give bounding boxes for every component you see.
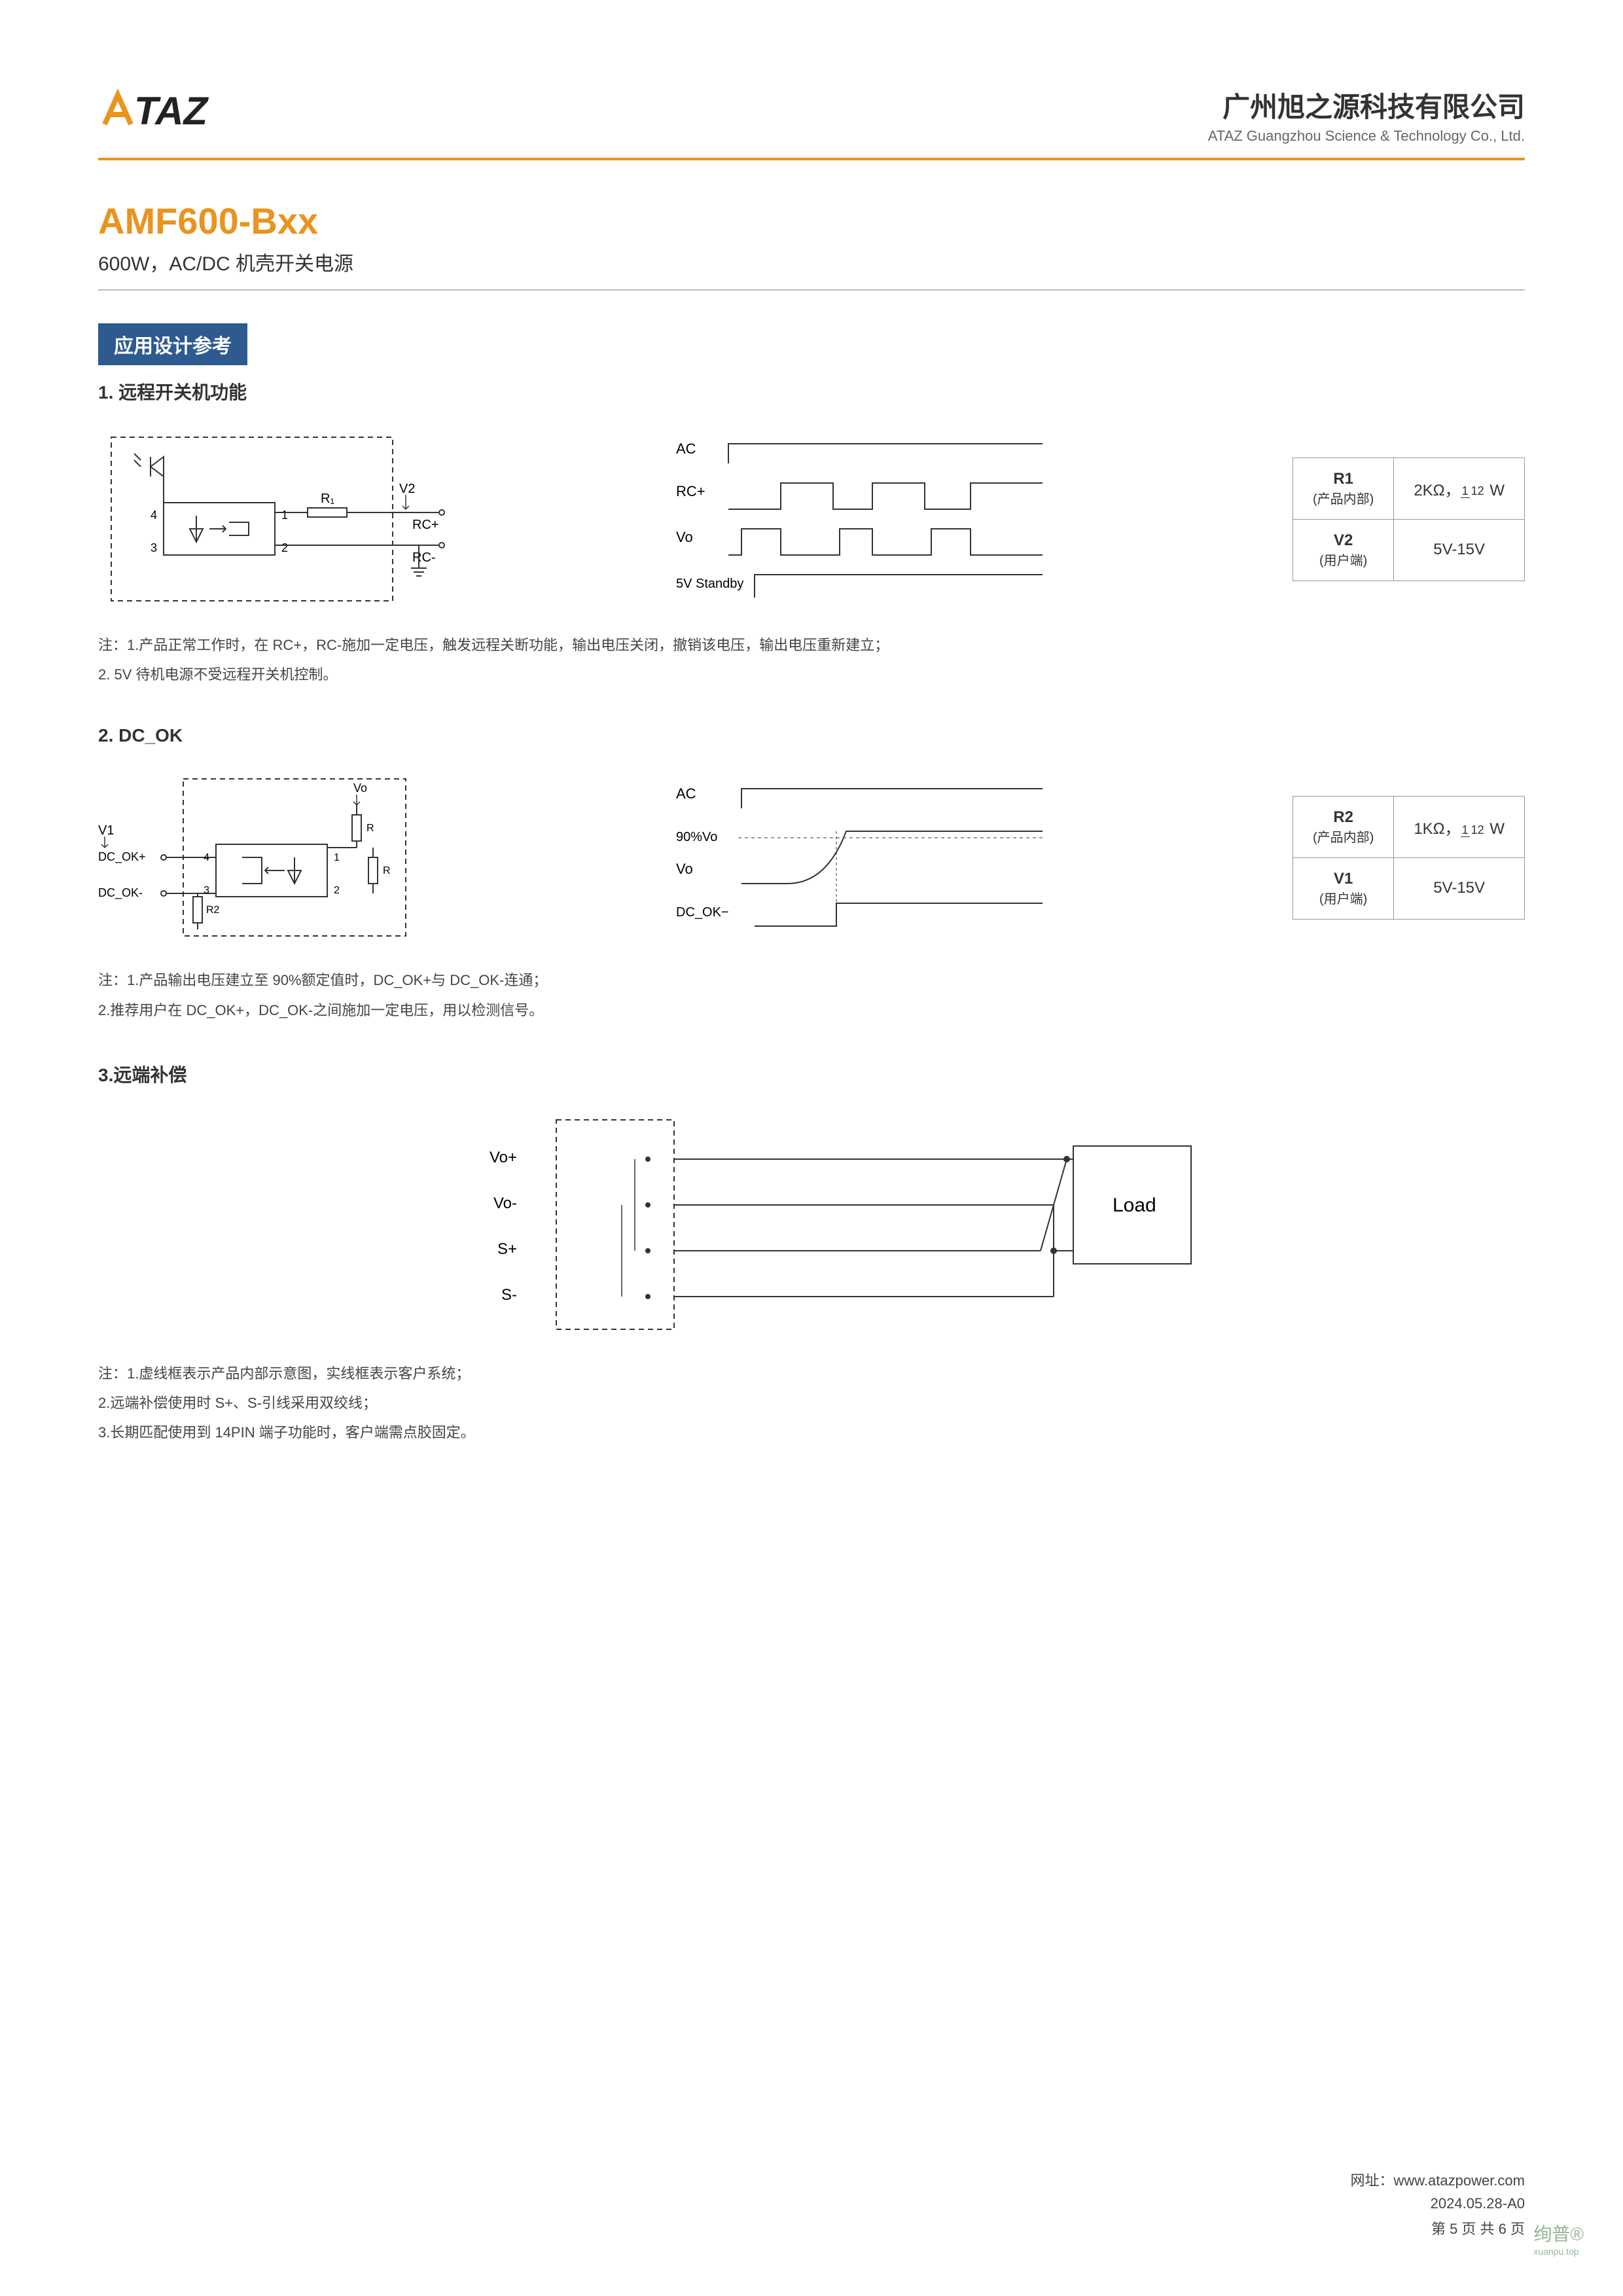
- svg-text:2: 2: [334, 885, 340, 896]
- svg-text:TAZ: TAZ: [134, 89, 209, 133]
- svg-text:RC+: RC+: [412, 518, 439, 532]
- company-name-cn: 广州旭之源科技有限公司: [1208, 85, 1525, 125]
- section-1-diagrams: 4 3 1 2 R₁ V2 RC+ RC-: [98, 424, 1525, 614]
- param-value: 1KΩ，112 W: [1394, 796, 1525, 857]
- svg-text:S-: S-: [501, 1286, 517, 1304]
- section-2-title: 2. DC_OK: [98, 725, 1525, 746]
- param-sublabel: (用户端): [1313, 550, 1374, 569]
- svg-text:2: 2: [281, 541, 288, 554]
- svg-text:V2: V2: [399, 482, 415, 496]
- svg-text:Vo-: Vo-: [493, 1194, 517, 1212]
- svg-text:3: 3: [151, 541, 157, 554]
- section-1-param-table: R1 (产品内部) 2KΩ，112 W V2 (用户端) 5V-15V: [1293, 457, 1525, 581]
- footer-date: 2024.05.28-A0: [98, 2195, 1525, 2212]
- section-1: 1. 远程开关机功能 4 3 1 2 R₁ V2: [98, 378, 1525, 686]
- company-info: 广州旭之源科技有限公司 ATAZ Guangzhou Science & Tec…: [1208, 85, 1525, 145]
- svg-text:DC_OK−: DC_OK−: [676, 905, 729, 920]
- section-3-note-2: 2.远端补偿使用时 S+、S-引线采用双绞线；: [98, 1391, 1525, 1414]
- remote-timing-diagram: AC RC+ Vo 5V Standby: [676, 424, 1082, 614]
- param-sublabel: (产品内部): [1313, 488, 1374, 507]
- dcok-timing-diagram: AC 90%Vo Vo DC_OK−: [676, 766, 1082, 949]
- param-label: V2: [1313, 531, 1374, 550]
- svg-text:DC_OK-: DC_OK-: [98, 886, 143, 900]
- param-label: R1: [1313, 470, 1374, 488]
- svg-text:4: 4: [151, 509, 157, 522]
- param-sublabel: (用户端): [1313, 888, 1374, 907]
- svg-text:4: 4: [204, 852, 209, 863]
- svg-text:R₁: R₁: [321, 492, 334, 506]
- svg-text:5V Standby: 5V Standby: [676, 577, 743, 591]
- section-1-note-2: 2. 5V 待机电源不受远程开关机控制。: [98, 663, 1525, 686]
- dcok-circuit-diagram: Vo R R V1 DC_OK+ DC_OK-: [98, 766, 465, 949]
- product-title: AMF600-Bxx: [98, 200, 1525, 242]
- svg-text:Vo: Vo: [676, 861, 693, 877]
- watermark: 绚普® xuanpu.top: [1533, 2220, 1584, 2257]
- param-value: 5V-15V: [1394, 857, 1525, 919]
- table-row: R2 (产品内部) 1KΩ，112 W: [1293, 796, 1525, 857]
- svg-text:90%Vo: 90%Vo: [676, 830, 717, 844]
- footer-page: 第 5 页 共 6 页: [98, 2217, 1525, 2238]
- svg-text:RC-: RC-: [412, 550, 436, 565]
- param-value: 5V-15V: [1394, 519, 1525, 581]
- svg-text:V1: V1: [98, 823, 114, 838]
- param-label: V1: [1313, 870, 1374, 888]
- company-name-en: ATAZ Guangzhou Science & Technology Co.,…: [1208, 128, 1525, 145]
- svg-text:S+: S+: [497, 1240, 517, 1258]
- section-2-diagrams: Vo R R V1 DC_OK+ DC_OK-: [98, 766, 1525, 949]
- svg-text:AC: AC: [676, 440, 696, 457]
- table-row: V1 (用户端) 5V-15V: [1293, 857, 1525, 919]
- param-value: 2KΩ，112 W: [1394, 457, 1525, 519]
- product-header: AMF600-Bxx 600W，AC/DC 机壳开关电源: [98, 200, 1525, 291]
- svg-text:DC_OK+: DC_OK+: [98, 850, 146, 864]
- remote-circuit-diagram: 4 3 1 2 R₁ V2 RC+ RC-: [98, 424, 465, 614]
- section-2-note-2: 2.推荐用户在 DC_OK+，DC_OK-之间施加一定电压，用以检测信号。: [98, 999, 1525, 1022]
- param-sublabel: (产品内部): [1313, 827, 1374, 846]
- svg-text:R: R: [383, 865, 391, 876]
- section-3-note-1: 注：1.虚线框表示产品内部示意图，实线框表示客户系统；: [98, 1362, 1525, 1385]
- ataz-logo-icon: TAZ: [98, 85, 281, 137]
- page-footer: 网址：www.atazpower.com 2024.05.28-A0 第 5 页…: [98, 2169, 1525, 2244]
- section-3-note-3: 3.长期匹配使用到 14PIN 端子功能时，客户端需点胶固定。: [98, 1421, 1525, 1444]
- section-badge: 应用设计参考: [98, 323, 247, 365]
- section-2-note-1: 注：1.产品输出电压建立至 90%额定值时，DC_OK+与 DC_OK-连通；: [98, 969, 1525, 992]
- section-1-note-1: 注：1.产品正常工作时，在 RC+，RC-施加一定电压，触发远程关断功能，输出电…: [98, 634, 1525, 656]
- svg-text:Load: Load: [1113, 1194, 1156, 1216]
- svg-text:AC: AC: [676, 785, 696, 802]
- svg-text:3: 3: [204, 885, 209, 896]
- svg-text:1: 1: [334, 852, 340, 863]
- svg-text:Vo+: Vo+: [490, 1149, 517, 1166]
- svg-text:Vo: Vo: [353, 781, 367, 795]
- section-3-title: 3.远端补偿: [98, 1061, 1525, 1087]
- table-row: R1 (产品内部) 2KΩ，112 W: [1293, 457, 1525, 519]
- table-row: V2 (用户端) 5V-15V: [1293, 519, 1525, 581]
- svg-text:Vo: Vo: [676, 529, 693, 545]
- product-subtitle: 600W，AC/DC 机壳开关电源: [98, 247, 1525, 276]
- logo: TAZ: [98, 85, 281, 137]
- section-2-param-table: R2 (产品内部) 1KΩ，112 W V1 (用户端) 5V-15V: [1293, 796, 1525, 920]
- remote-sense-diagram: Load Vo+ Vo- S+ S-: [386, 1107, 1237, 1342]
- svg-text:R: R: [366, 823, 374, 834]
- svg-text:R2: R2: [206, 905, 220, 916]
- page-header: TAZ 广州旭之源科技有限公司 ATAZ Guangzhou Science &…: [98, 85, 1525, 160]
- svg-text:RC+: RC+: [676, 483, 705, 499]
- param-label: R2: [1313, 808, 1374, 827]
- section-2: 2. DC_OK Vo R R V1 DC_OK+: [98, 725, 1525, 1021]
- section-3: 3.远端补偿 Load Vo+ Vo- S+ S-: [98, 1061, 1525, 1444]
- svg-text:1: 1: [281, 509, 288, 522]
- section-1-title: 1. 远程开关机功能: [98, 378, 1525, 404]
- footer-website: 网址：www.atazpower.com: [98, 2169, 1525, 2190]
